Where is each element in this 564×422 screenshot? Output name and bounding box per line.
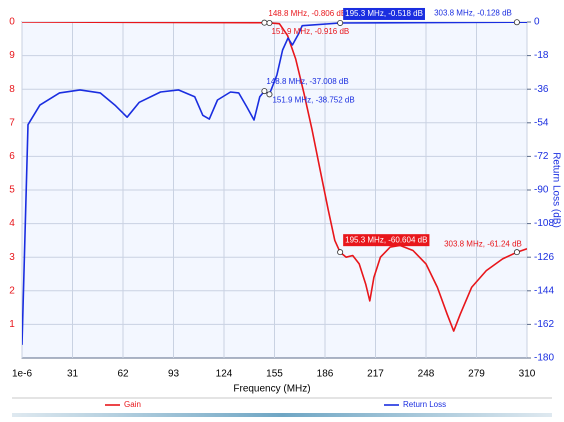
marker [266,91,273,98]
annotation: 195.3 MHz, -0.518 dB [345,9,423,18]
series-line [22,22,527,332]
legend-label: Return Loss [403,400,446,409]
x-tick-label: 186 [317,369,334,380]
x-tick-label: 279 [468,369,485,380]
y2-tick-label: -36 [534,84,549,95]
y2-tick-label: -144 [534,285,554,296]
marker [513,249,520,256]
y-tick-label: 0 [9,17,15,28]
plot-lines [22,22,527,345]
marker [337,19,344,26]
marker [266,20,273,27]
y2-tick-label: -180 [534,353,554,364]
x-tick-label: 124 [216,369,233,380]
x-tick-label: 31 [67,369,79,380]
x-tick-label: 310 [519,369,536,380]
annotation-box [343,234,430,247]
annotation: 151.9 MHz, -0.916 dB [271,27,349,36]
x-tick-label: 62 [117,369,129,380]
y2-tick-label: -18 [534,50,549,61]
annotation: 303.8 MHz, -0.128 dB [434,8,512,17]
series-line [22,22,527,345]
y2-axis-title: Return Loss (dB) [550,152,561,228]
y-tick-label: 5 [9,185,15,196]
x-tick-label: 93 [168,369,180,380]
y2-tick-label: -108 [534,218,554,229]
x-tick-label: 248 [418,369,435,380]
y2-tick-label: -162 [534,319,554,330]
x-tick-label: 217 [367,369,384,380]
y-tick-label: 9 [9,50,15,61]
marker [337,249,344,256]
y-tick-label: 1 [9,319,15,330]
x-tick-label: 155 [266,369,283,380]
marker [261,19,268,26]
y-tick-label: 4 [9,218,15,229]
y-tick-label: 7 [9,117,15,128]
y2-tick-label: -126 [534,252,554,263]
annotation: 303.8 MHz, -61.24 dB [444,239,522,248]
y2-tick-label: -90 [534,185,549,196]
y-tick-label: 8 [9,84,15,95]
x-axis-title: Frequency (MHz) [233,384,310,395]
y-tick-label: 3 [9,252,15,263]
bottom-strip [12,413,552,417]
annotation: 148.8 MHz, -37.008 dB [266,77,348,86]
y2-tick-label: -72 [534,151,549,162]
marker [513,19,520,26]
y2-tick-label: -54 [534,117,549,128]
annotation: 151.9 MHz, -38.752 dB [272,95,354,104]
x-tick-label: 1e-6 [12,369,32,380]
marker [261,88,268,95]
annotation: 195.3 MHz, -60.604 dB [345,235,427,244]
legend-label: Gain [124,400,141,409]
annotation-box [343,7,425,20]
y-tick-label: 2 [9,285,15,296]
annotation: 148.8 MHz, -0.806 dB [268,9,346,18]
y-tick-label: 6 [9,151,15,162]
y2-tick-label: 0 [534,17,540,28]
